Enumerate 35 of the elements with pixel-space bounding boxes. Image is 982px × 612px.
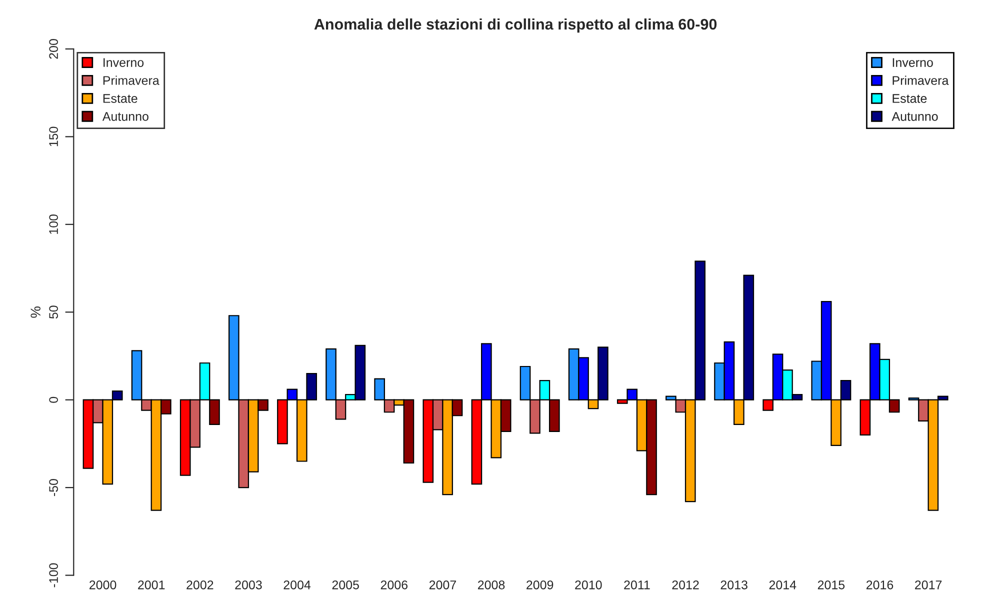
x-tick-label: 2001 — [138, 580, 165, 590]
legend-label: Estate — [892, 94, 927, 103]
x-tick-label: 2003 — [235, 580, 262, 590]
legend-label: Inverno — [104, 58, 144, 67]
y-tick-label: 0 — [49, 396, 58, 403]
x-tick-label: 2008 — [478, 580, 505, 590]
legend-label: Autunno — [892, 112, 938, 121]
y-tick-label: -50 — [49, 479, 58, 496]
x-tick-label: 2009 — [526, 580, 554, 590]
legend-label: Primavera — [892, 76, 949, 85]
x-tick-label: 2011 — [624, 580, 650, 590]
x-tick-label: 2006 — [380, 580, 408, 590]
x-tick-label: 2016 — [866, 580, 894, 590]
legend-label: Autunno — [102, 112, 148, 121]
x-tick-label: 2014 — [769, 580, 796, 590]
x-tick-label: 2013 — [720, 580, 748, 590]
chart-title: Anomalia delle stazioni di collina rispetto al clima 60-90 — [314, 18, 717, 33]
x-tick-label: 2010 — [575, 580, 602, 590]
y-tick-label: 50 — [49, 306, 58, 319]
y-tick-label: 150 — [49, 126, 58, 146]
y-tick-label: -100 — [49, 563, 58, 588]
x-tick-label: 2007 — [429, 580, 456, 590]
legend-label: Inverno — [892, 58, 933, 67]
x-tick-label: 2012 — [672, 580, 699, 590]
y-tick-label: 200 — [49, 39, 58, 59]
y-axis-title: % — [30, 306, 40, 318]
legend-label: Estate — [103, 94, 138, 103]
x-tick-label: 2015 — [818, 580, 845, 590]
y-tick-label: 100 — [49, 214, 58, 234]
x-tick-label: 2017 — [915, 580, 942, 590]
legend-label: Primavera — [103, 76, 160, 85]
x-tick-label: 2005 — [332, 580, 359, 590]
x-tick-label: 2004 — [284, 580, 311, 590]
x-tick-label: 2000 — [90, 580, 116, 590]
x-tick-label: 2002 — [186, 580, 214, 590]
